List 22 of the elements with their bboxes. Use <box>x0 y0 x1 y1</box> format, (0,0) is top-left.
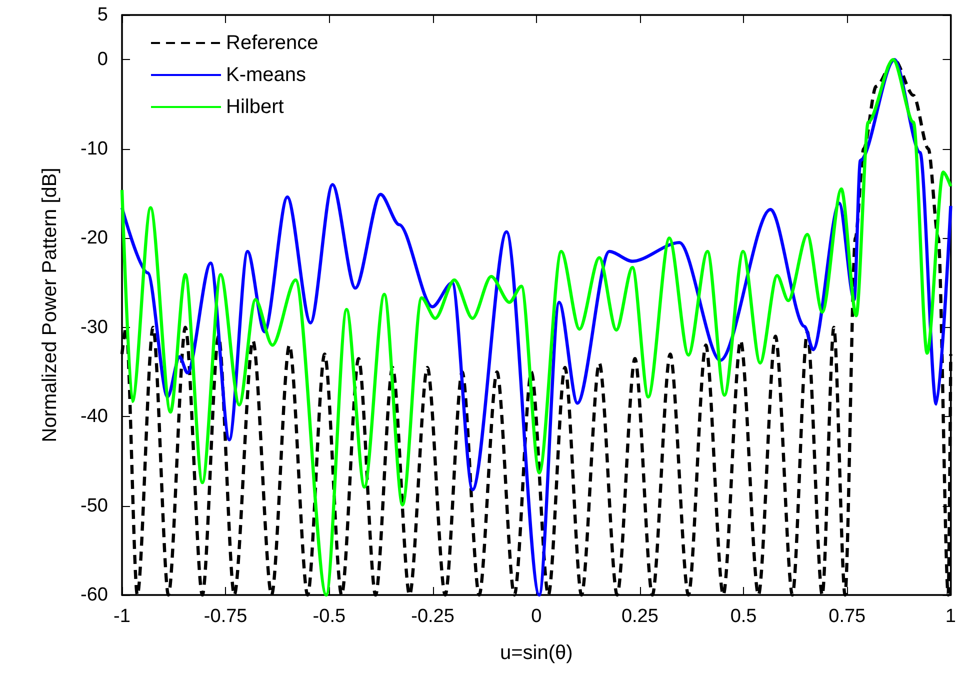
x-tick-label: 0 <box>531 606 542 627</box>
y-axis-title: Normalized Power Pattern [dB] <box>39 168 61 442</box>
x-tick-label: 1 <box>945 606 956 627</box>
x-tick-label: -0.5 <box>312 606 346 627</box>
x-tick-label: -0.75 <box>204 606 248 627</box>
y-tick-label: -40 <box>80 406 108 428</box>
x-tick-label: 0.25 <box>621 606 658 627</box>
y-tick-label: 5 <box>97 4 108 26</box>
legend-label: Reference <box>226 32 318 54</box>
y-tick-label: 0 <box>97 49 108 70</box>
y-tick-label: -30 <box>80 316 108 338</box>
x-tick-label: -1 <box>114 606 130 627</box>
x-tick-label: 0.75 <box>828 606 866 627</box>
y-tick-label: -10 <box>80 138 108 160</box>
x-axis-title: u=sin(θ) <box>500 642 573 664</box>
y-tick-label: -50 <box>80 495 108 516</box>
y-tick-label: -60 <box>80 584 108 606</box>
x-tick-label: -0.25 <box>411 606 454 627</box>
legend-label: K-means <box>226 64 306 86</box>
legend-label: Hilbert <box>226 96 284 118</box>
x-tick-label: 0.5 <box>730 606 757 627</box>
y-tick-label: -20 <box>80 228 108 249</box>
